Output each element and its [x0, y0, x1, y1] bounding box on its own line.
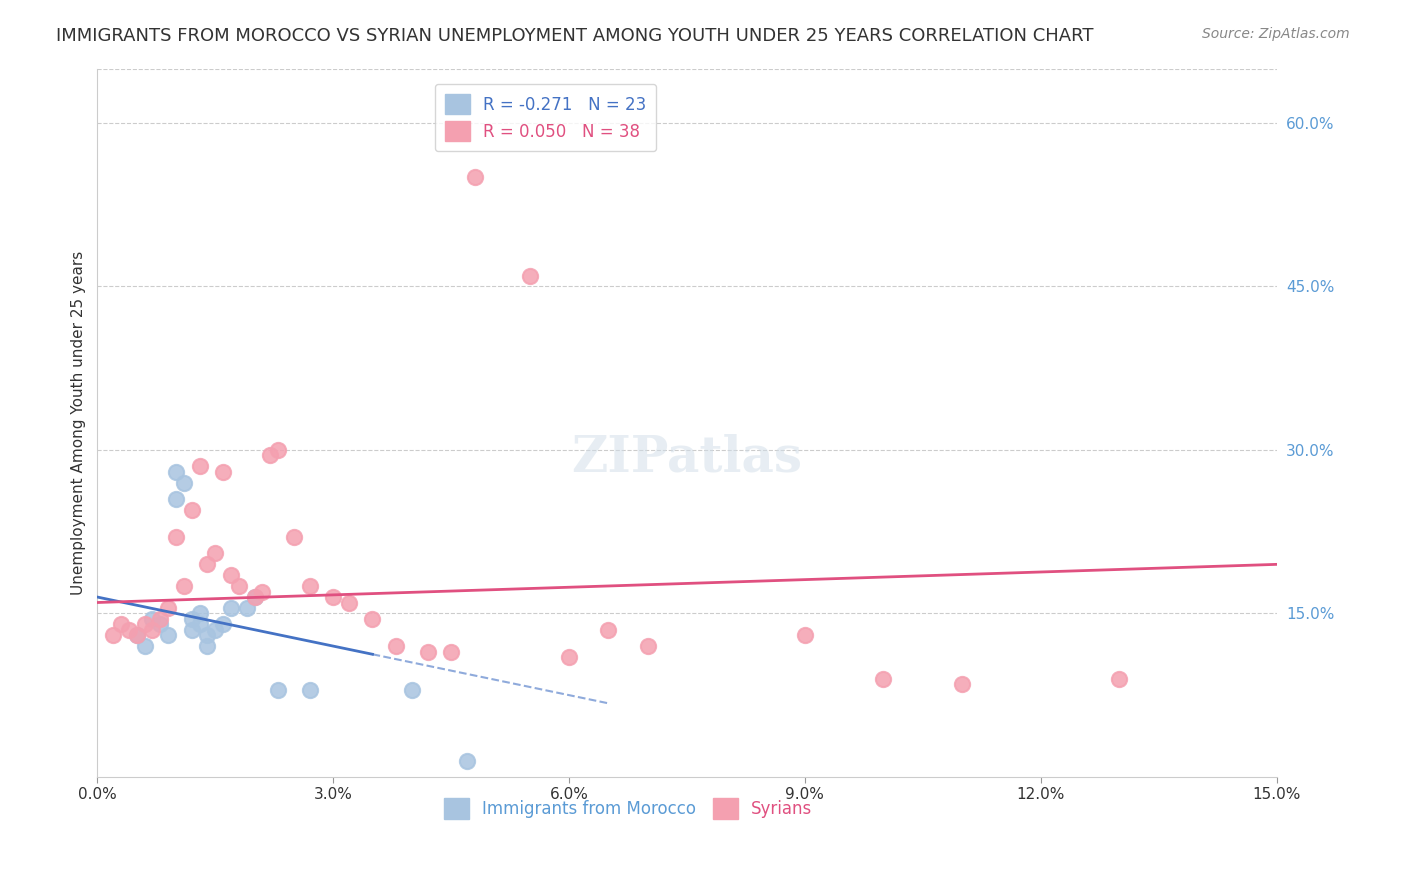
- Point: [101, 628, 124, 642]
- Point: [416, 644, 439, 658]
- Text: IMMIGRANTS FROM MOROCCO VS SYRIAN UNEMPLOYMENT AMONG YOUTH UNDER 25 YEARS CORREL: IMMIGRANTS FROM MOROCCO VS SYRIAN UNEMPL…: [56, 27, 1094, 45]
- Point: [464, 170, 486, 185]
- Point: [519, 268, 541, 283]
- Point: [204, 623, 226, 637]
- Point: [637, 639, 659, 653]
- Point: [385, 639, 408, 653]
- Point: [259, 449, 281, 463]
- Point: [298, 579, 321, 593]
- Point: [235, 601, 257, 615]
- Point: [267, 682, 290, 697]
- Point: [558, 650, 581, 665]
- Point: [110, 617, 132, 632]
- Point: [212, 465, 235, 479]
- Point: [243, 590, 266, 604]
- Point: [118, 623, 141, 637]
- Point: [197, 558, 219, 572]
- Point: [197, 639, 219, 653]
- Point: [219, 601, 242, 615]
- Point: [283, 530, 305, 544]
- Text: Source: ZipAtlas.com: Source: ZipAtlas.com: [1202, 27, 1350, 41]
- Point: [165, 465, 187, 479]
- Point: [298, 682, 321, 697]
- Point: [173, 475, 195, 490]
- Y-axis label: Unemployment Among Youth under 25 years: Unemployment Among Youth under 25 years: [72, 251, 86, 595]
- Point: [401, 682, 423, 697]
- Point: [456, 754, 478, 768]
- Point: [134, 639, 156, 653]
- Point: [188, 459, 211, 474]
- Point: [141, 612, 163, 626]
- Point: [361, 612, 384, 626]
- Point: [149, 617, 172, 632]
- Point: [157, 628, 180, 642]
- Point: [188, 607, 211, 621]
- Point: [149, 612, 172, 626]
- Point: [950, 677, 973, 691]
- Point: [219, 568, 242, 582]
- Point: [872, 672, 894, 686]
- Text: ZIPatlas: ZIPatlas: [571, 434, 803, 483]
- Point: [157, 601, 180, 615]
- Point: [188, 617, 211, 632]
- Point: [204, 546, 226, 560]
- Point: [337, 595, 360, 609]
- Point: [180, 503, 202, 517]
- Legend: Immigrants from Morocco, Syrians: Immigrants from Morocco, Syrians: [437, 791, 818, 825]
- Point: [322, 590, 344, 604]
- Point: [165, 491, 187, 506]
- Point: [598, 623, 620, 637]
- Point: [165, 530, 187, 544]
- Point: [180, 612, 202, 626]
- Point: [134, 617, 156, 632]
- Point: [125, 628, 148, 642]
- Point: [173, 579, 195, 593]
- Point: [125, 628, 148, 642]
- Point: [243, 590, 266, 604]
- Point: [267, 442, 290, 457]
- Point: [440, 644, 463, 658]
- Point: [180, 623, 202, 637]
- Point: [212, 617, 235, 632]
- Point: [141, 623, 163, 637]
- Point: [793, 628, 815, 642]
- Point: [197, 628, 219, 642]
- Point: [1108, 672, 1130, 686]
- Point: [228, 579, 250, 593]
- Point: [252, 584, 274, 599]
